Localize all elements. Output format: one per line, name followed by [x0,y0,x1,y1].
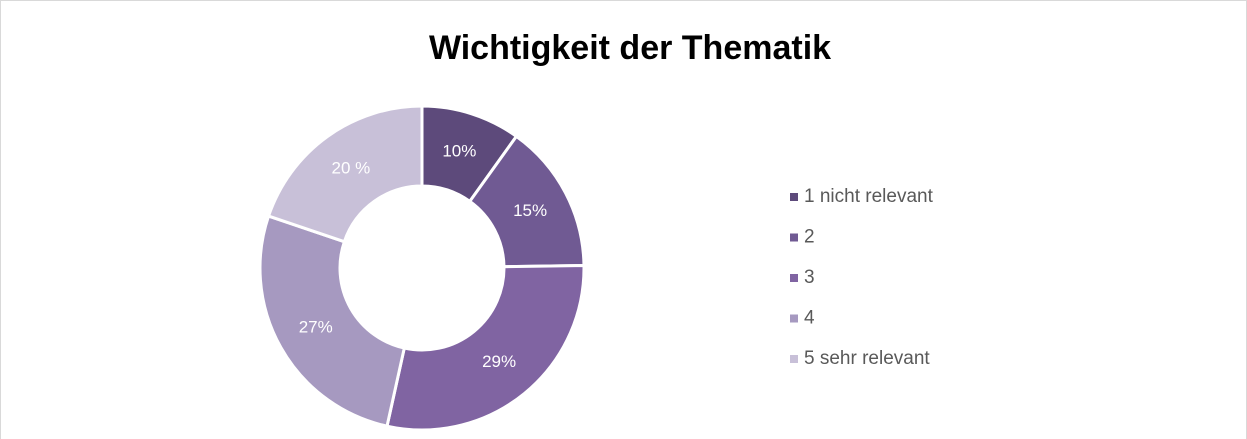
chart-title: Wichtigkeit der Thematik [429,29,831,67]
legend-swatch [790,355,798,363]
donut-slice [258,214,407,428]
legend-swatch [790,274,798,282]
legend-label: 1 nicht relevant [804,186,934,207]
legend-swatch [790,193,798,201]
donut-slice [266,104,424,244]
data-label: 15% [513,201,547,220]
legend-label: 3 [804,267,815,288]
data-label: 27% [299,317,333,336]
legend-swatch [790,233,798,242]
data-label: 10% [442,141,476,160]
legend-label: 5 sehr relevant [804,348,930,369]
legend-label: 4 [804,308,815,329]
legend-swatch [790,314,798,323]
legend-label: 2 [804,227,815,248]
donut-slice [385,263,586,432]
data-label: 20 % [332,158,371,177]
data-label: 29% [482,352,516,371]
